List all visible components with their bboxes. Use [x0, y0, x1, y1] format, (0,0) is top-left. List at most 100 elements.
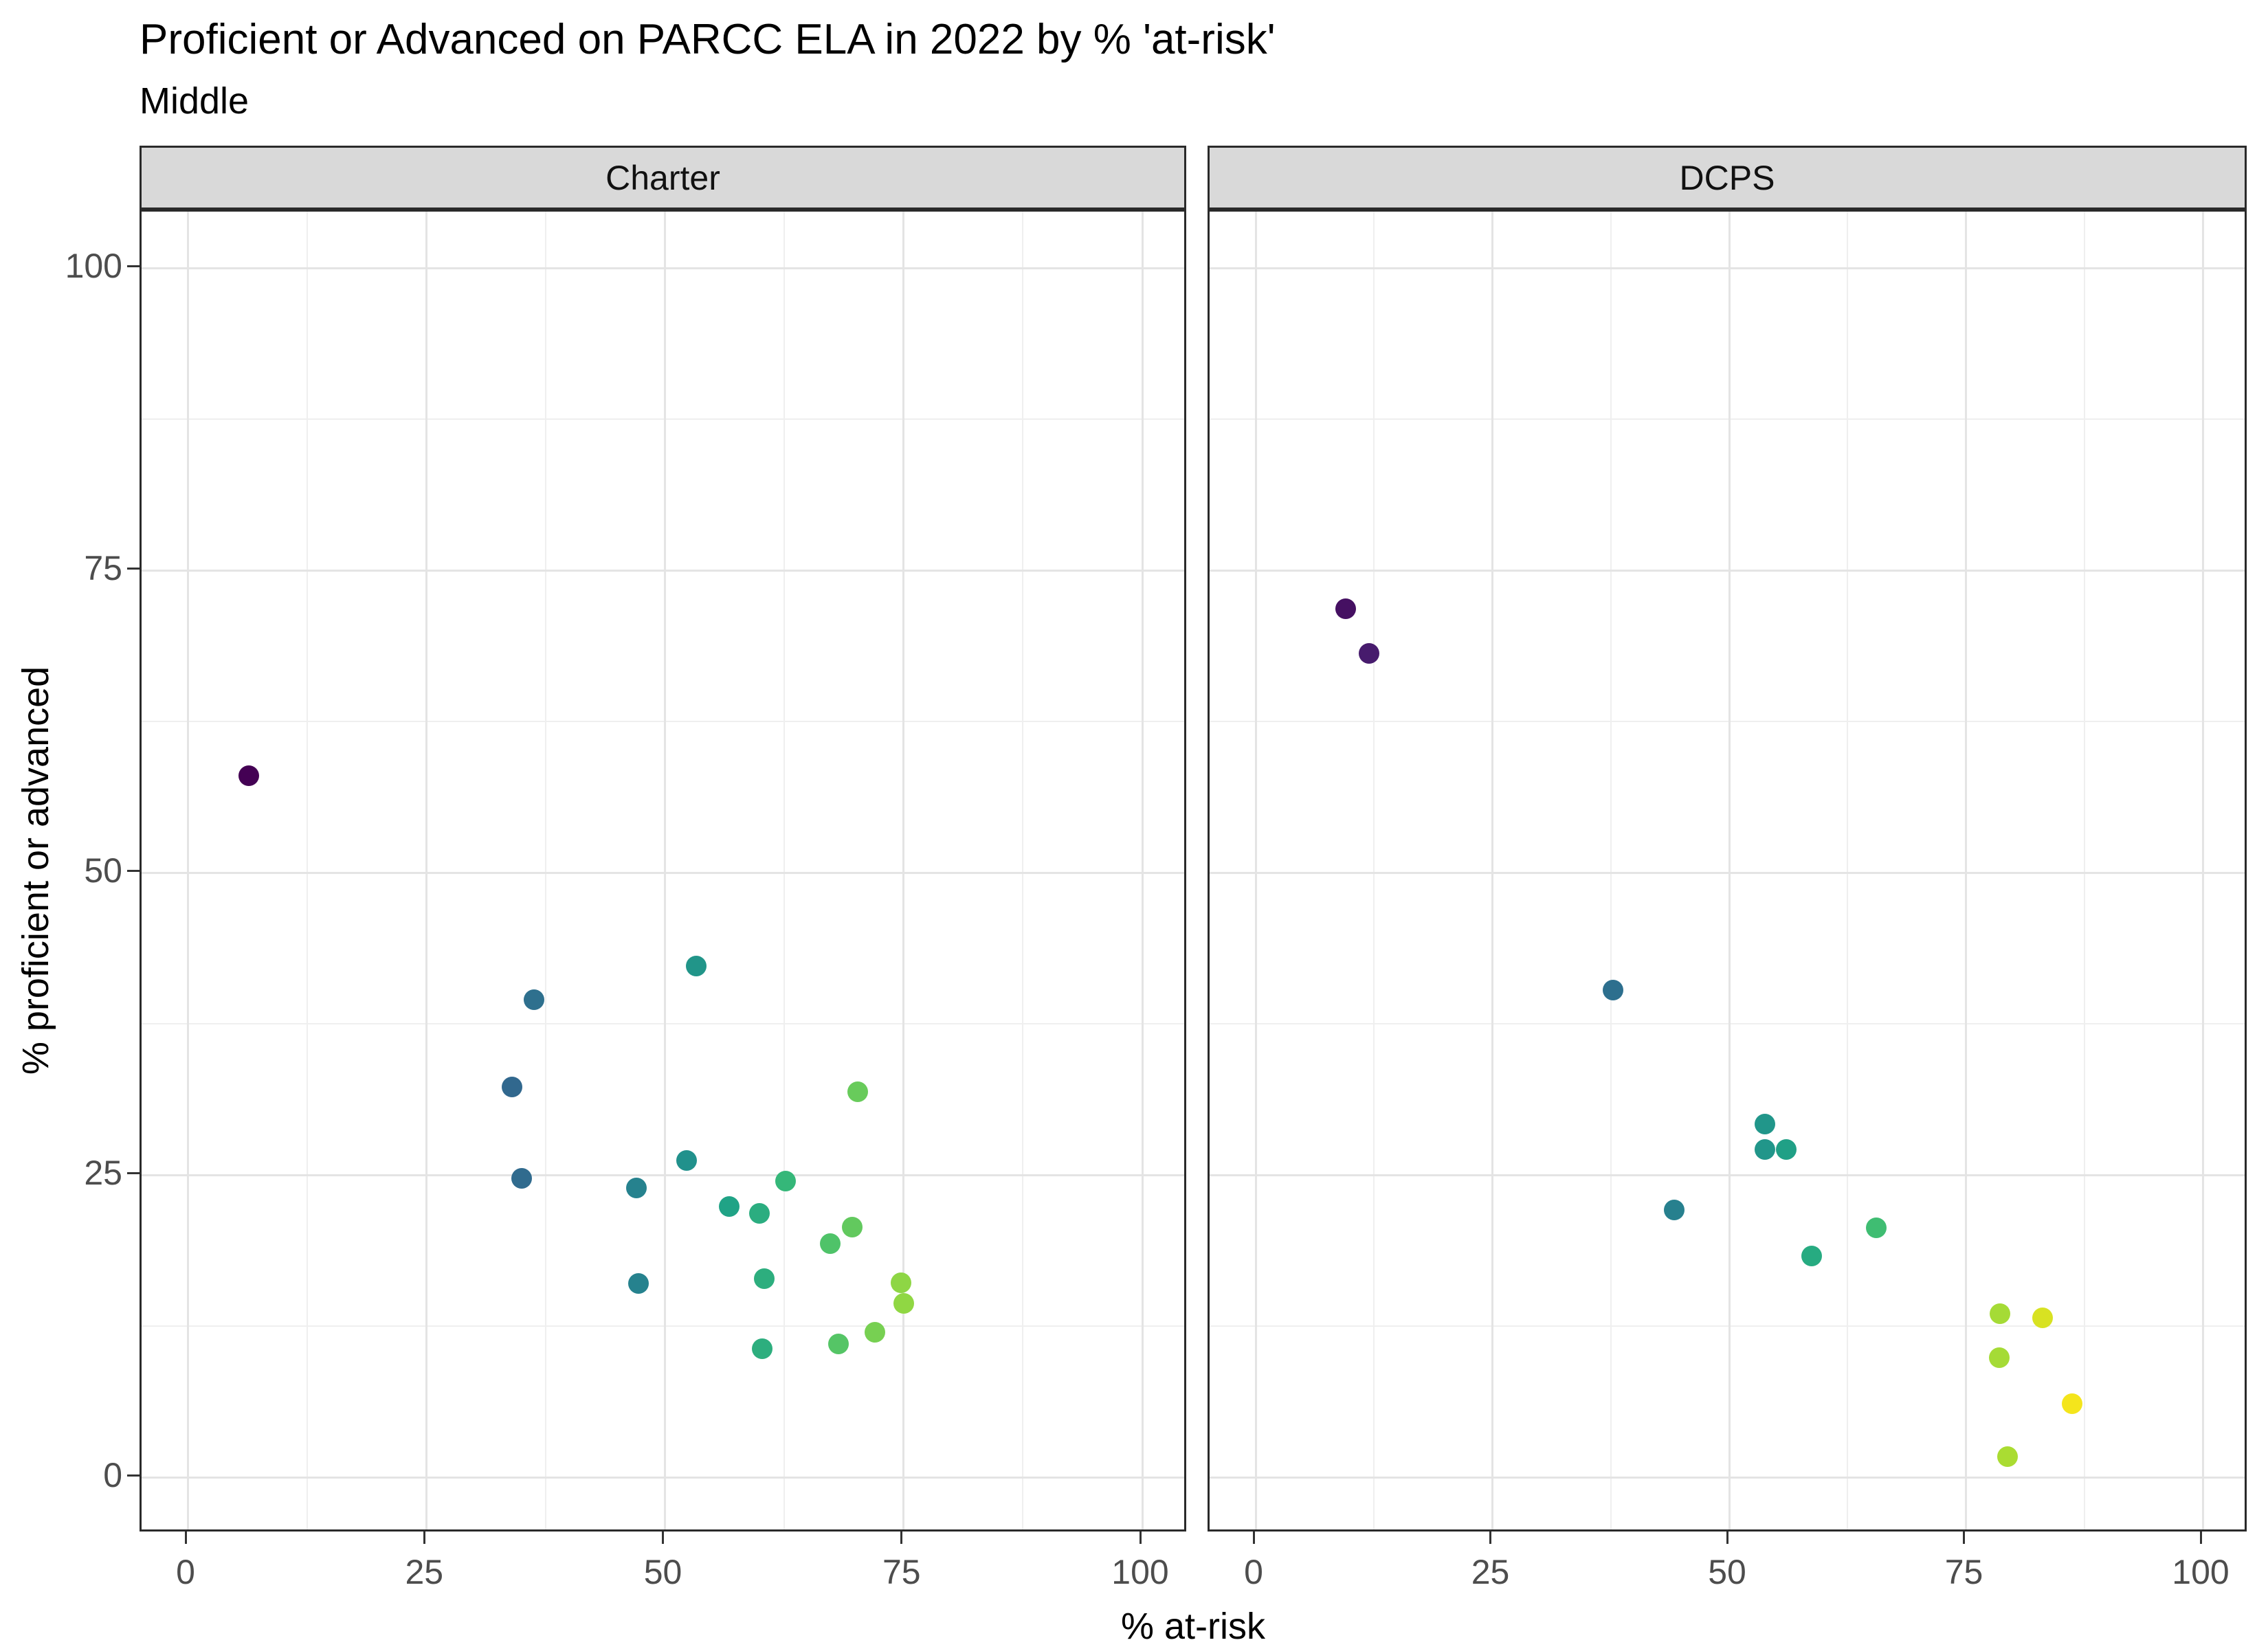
y-tick-label: 100 [65, 247, 122, 285]
data-point [1988, 1347, 2010, 1368]
data-point [1755, 1114, 1776, 1135]
data-point [890, 1272, 911, 1293]
major-gridline-horizontal [142, 267, 1184, 269]
x-tick-label: 75 [1944, 1553, 1983, 1591]
panel-dcps [1208, 210, 2247, 1532]
minor-gridline-horizontal [142, 721, 1184, 722]
panel-charter [140, 210, 1186, 1532]
facet-strip-dcps-label: DCPS [1679, 158, 1775, 197]
y-tick-label: 0 [103, 1456, 122, 1494]
x-tick-label: 0 [176, 1553, 195, 1591]
x-tick-label: 100 [2172, 1553, 2230, 1591]
data-point [502, 1076, 523, 1097]
major-gridline-vertical [664, 212, 666, 1529]
x-tick-label: 0 [1244, 1553, 1263, 1591]
y-axis-tick [127, 1474, 140, 1477]
minor-gridline-horizontal [1210, 1023, 2245, 1024]
major-gridline-vertical [902, 212, 905, 1529]
y-axis-tick [127, 1171, 140, 1174]
minor-gridline-vertical [1610, 212, 1612, 1529]
data-point [1997, 1446, 2019, 1468]
minor-gridline-vertical [2083, 212, 2085, 1529]
x-tick-label: 25 [1471, 1553, 1510, 1591]
data-point [753, 1268, 775, 1290]
x-axis-tick [423, 1532, 425, 1544]
x-axis-tick [1963, 1532, 1965, 1544]
y-axis-tick [127, 265, 140, 267]
data-point [1664, 1200, 1685, 1221]
data-point [1335, 598, 1356, 620]
major-gridline-horizontal [142, 1476, 1184, 1479]
data-point [893, 1292, 914, 1314]
minor-gridline-horizontal [142, 1023, 1184, 1024]
data-point [749, 1203, 770, 1224]
x-tick-label: 75 [882, 1553, 921, 1591]
data-point [1990, 1303, 2011, 1325]
x-tick-label: 100 [1111, 1553, 1169, 1591]
minor-gridline-horizontal [1210, 721, 2245, 722]
y-axis-tick [127, 869, 140, 872]
major-gridline-vertical [186, 212, 189, 1529]
data-point [819, 1233, 841, 1255]
major-gridline-horizontal [1210, 267, 2245, 269]
data-point [2032, 1307, 2054, 1328]
minor-gridline-vertical [544, 212, 546, 1529]
data-point [1755, 1139, 1776, 1160]
major-gridline-horizontal [1210, 871, 2245, 874]
panel-charter-plot-region [142, 212, 1184, 1529]
major-gridline-horizontal [1210, 1476, 2245, 1479]
data-point [865, 1321, 886, 1343]
data-point [676, 1149, 698, 1171]
minor-gridline-horizontal [142, 418, 1184, 420]
minor-gridline-vertical [783, 212, 786, 1529]
data-point [524, 989, 545, 1010]
minor-gridline-horizontal [1210, 1325, 2245, 1327]
major-gridline-vertical [1965, 212, 1967, 1529]
data-point [511, 1168, 533, 1189]
data-point [686, 955, 707, 976]
major-gridline-vertical [425, 212, 427, 1529]
x-tick-label: 25 [405, 1553, 444, 1591]
y-tick-label: 50 [84, 851, 122, 890]
data-point [841, 1216, 863, 1237]
chart-subtitle: Middle [140, 80, 249, 122]
data-point [1775, 1139, 1797, 1160]
x-axis-tick [900, 1532, 903, 1544]
x-tick-label: 50 [643, 1553, 682, 1591]
minor-gridline-vertical [1847, 212, 1849, 1529]
data-point [625, 1178, 647, 1199]
data-point [828, 1334, 849, 1355]
major-gridline-vertical [1141, 212, 1144, 1529]
data-point [238, 765, 259, 787]
major-gridline-vertical [1254, 212, 1257, 1529]
facet-strip-dcps: DCPS [1208, 146, 2247, 210]
y-axis-tick [127, 567, 140, 570]
facet-strip-charter-label: Charter [605, 158, 720, 197]
y-tick-label: 75 [84, 549, 122, 587]
data-point [627, 1273, 649, 1294]
major-gridline-vertical [1491, 212, 1493, 1529]
minor-gridline-vertical [1373, 212, 1375, 1529]
data-point [847, 1081, 869, 1102]
y-tick-label: 25 [84, 1154, 122, 1192]
x-tick-label: 50 [1708, 1553, 1746, 1591]
major-gridline-vertical [1728, 212, 1731, 1529]
data-point [1359, 643, 1380, 664]
x-axis-tick [2199, 1532, 2202, 1544]
minor-gridline-horizontal [142, 1325, 1184, 1327]
data-point [1801, 1245, 1822, 1266]
minor-gridline-vertical [1022, 212, 1024, 1529]
x-axis-tick [1139, 1532, 1142, 1544]
data-point [2061, 1393, 2082, 1414]
major-gridline-horizontal [1210, 569, 2245, 572]
data-point [1602, 979, 1623, 1000]
x-axis-tick [184, 1532, 187, 1544]
major-gridline-vertical [2201, 212, 2204, 1529]
data-point [1865, 1218, 1887, 1239]
minor-gridline-vertical [306, 212, 308, 1529]
x-axis-title: % at-risk [1120, 1606, 1266, 1647]
data-point [718, 1196, 740, 1217]
data-point [752, 1338, 773, 1360]
x-axis-tick [662, 1532, 664, 1544]
